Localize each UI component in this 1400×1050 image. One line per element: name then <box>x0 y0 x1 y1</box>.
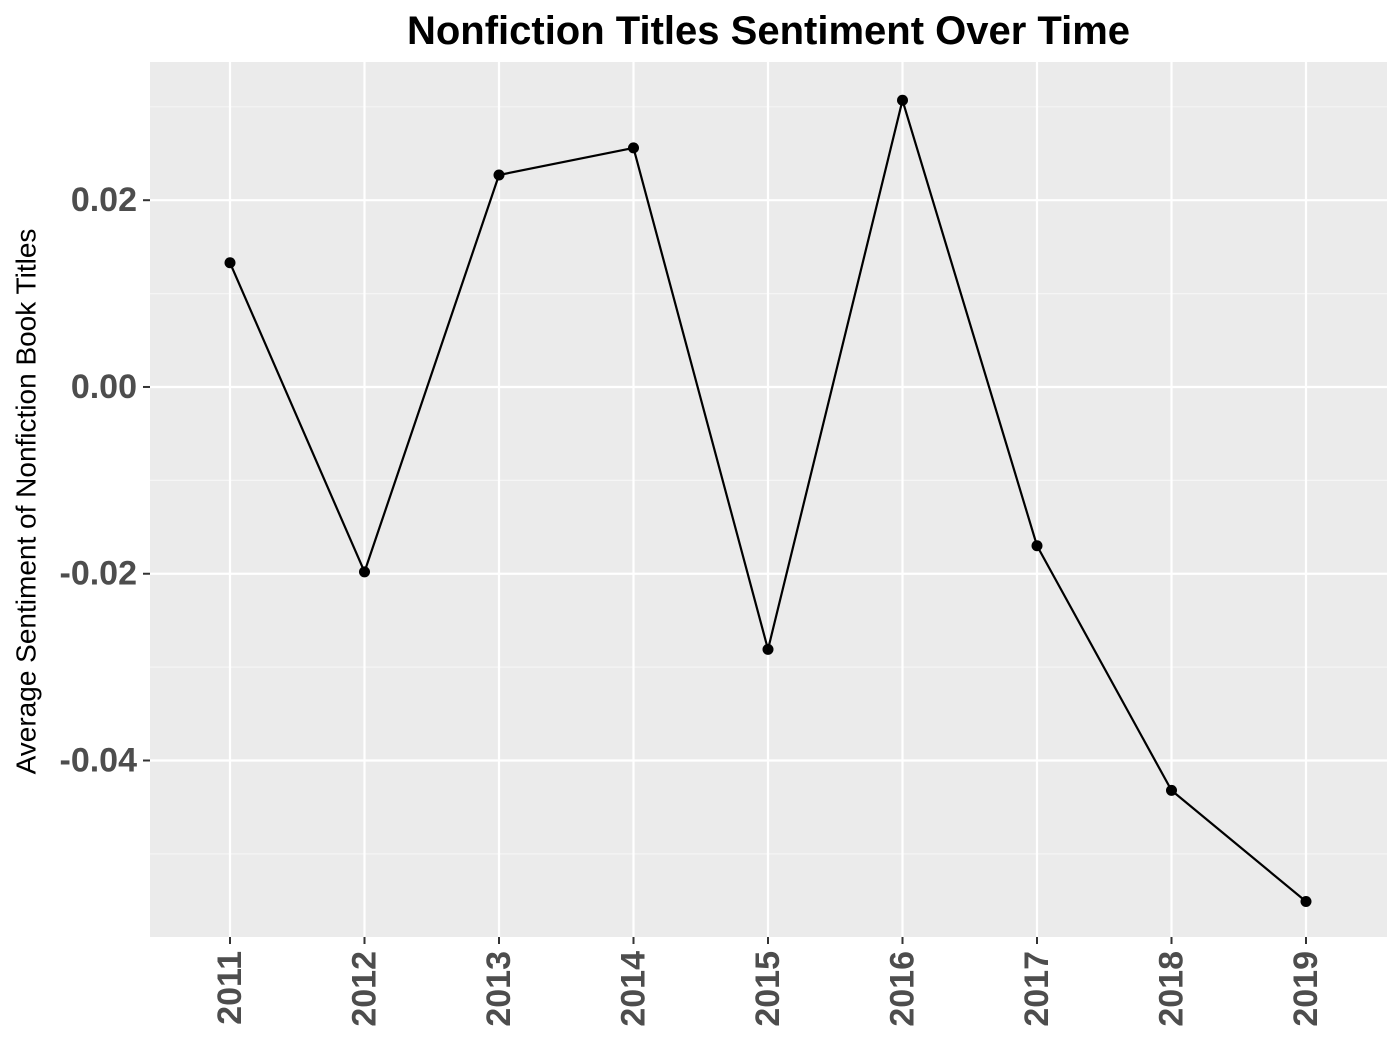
data-point-2017 <box>1031 540 1043 552</box>
y-tick-label: 0.00 <box>71 368 137 406</box>
y-tick-label: 0.02 <box>71 181 137 219</box>
major-gridlines <box>150 62 1387 937</box>
chart-title: Nonfiction Titles Sentiment Over Time <box>407 9 1130 53</box>
series-layer <box>224 94 1312 908</box>
y-axis-ticks: 0.02 0.00 -0.02 -0.04 <box>60 181 150 780</box>
x-tick-label-2011: 2011 <box>211 951 249 1025</box>
data-point-2014 <box>628 142 639 154</box>
data-point-2019 <box>1300 896 1312 908</box>
x-tick-label-2013: 2013 <box>480 951 518 1027</box>
x-tick-label-2019: 2019 <box>1287 951 1325 1027</box>
y-tick-label: -0.02 <box>60 555 138 593</box>
data-point-2012 <box>359 566 370 578</box>
data-point-2011 <box>224 257 236 269</box>
data-point-2015 <box>762 643 774 655</box>
y-axis-label: Average Sentiment of Nonfiction Book Tit… <box>11 229 42 775</box>
x-axis-ticks: 2011 2012 2013 2014 2015 2016 2017 2018 2019 <box>211 937 1325 1027</box>
x-tick-label-2018: 2018 <box>1153 951 1191 1027</box>
data-point-2018 <box>1166 784 1177 796</box>
y-tick-label: -0.04 <box>60 742 138 780</box>
x-tick-label-2014: 2014 <box>615 951 653 1027</box>
data-point-2013 <box>493 169 505 181</box>
data-point-2016 <box>897 94 908 106</box>
x-tick-label-2012: 2012 <box>346 951 384 1027</box>
x-tick-label-2016: 2016 <box>884 951 922 1027</box>
x-tick-label-2017: 2017 <box>1018 951 1056 1027</box>
x-tick-label-2015: 2015 <box>749 951 787 1027</box>
